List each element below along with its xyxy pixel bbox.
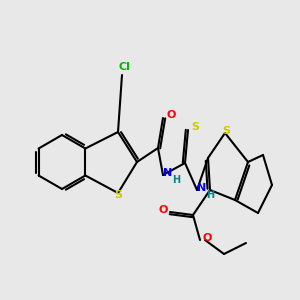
Text: S: S	[222, 126, 230, 136]
Text: H: H	[172, 175, 180, 185]
Text: S: S	[191, 122, 199, 132]
Text: N: N	[164, 168, 172, 178]
Text: N: N	[197, 183, 207, 193]
Text: O: O	[158, 205, 168, 215]
Text: O: O	[202, 233, 212, 243]
Text: Cl: Cl	[118, 62, 130, 72]
Text: H: H	[206, 190, 214, 200]
Text: S: S	[114, 190, 122, 200]
Text: O: O	[166, 110, 176, 120]
